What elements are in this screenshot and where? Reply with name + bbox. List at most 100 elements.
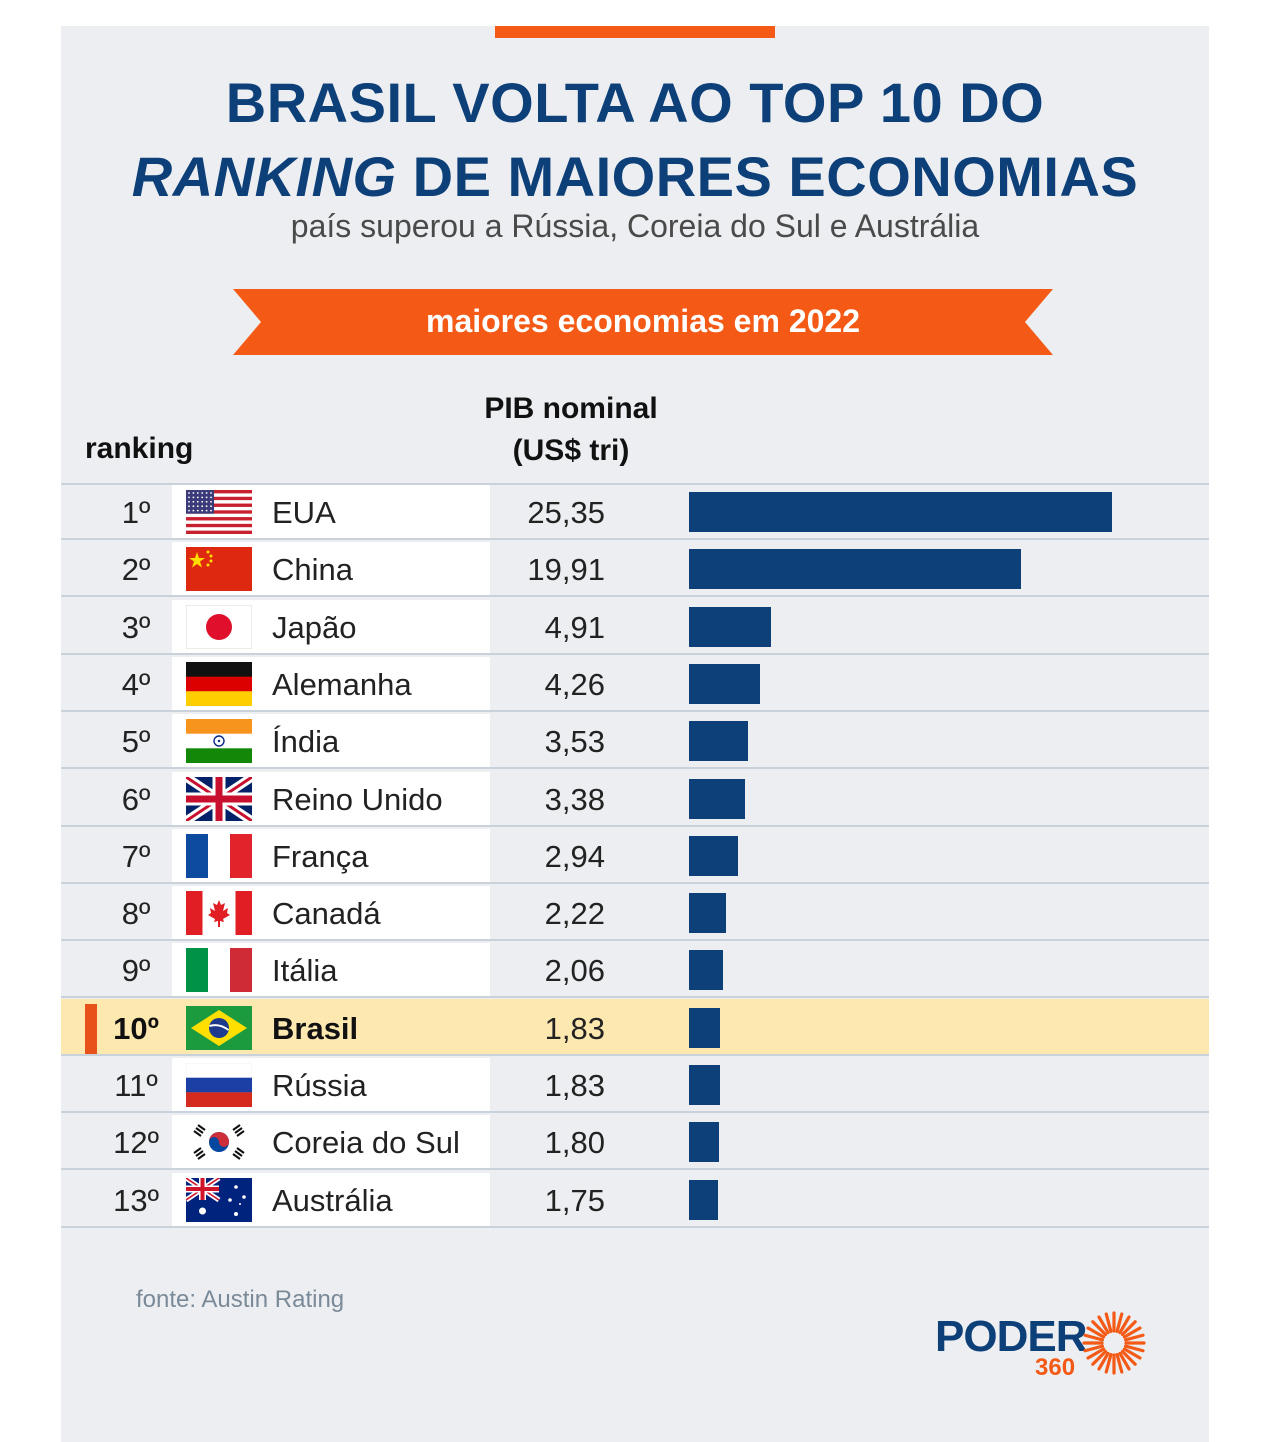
pib-value: 4,91 bbox=[544, 609, 605, 645]
row-divider bbox=[61, 1111, 1209, 1113]
row-divider bbox=[61, 881, 1209, 884]
ribbon-label: maiores economias em 2022 bbox=[425, 303, 860, 339]
country-name: Índia bbox=[272, 724, 340, 760]
row-divider bbox=[61, 652, 1209, 655]
rank-label: 13º bbox=[113, 1182, 159, 1218]
country-name: Coreia do Sul bbox=[272, 1125, 460, 1161]
pib-value: 19,91 bbox=[527, 552, 605, 588]
uk-flag-icon bbox=[183, 772, 255, 825]
country-name: Brasil bbox=[272, 1010, 359, 1046]
table-row: 6º Reino Unido 3,38 bbox=[61, 770, 1209, 827]
column-header-pib: PIB nominal (US$ tri) bbox=[461, 388, 681, 472]
rank-label: 9º bbox=[121, 953, 151, 989]
subtitle: país superou a Rússia, Coreia do Sul e A… bbox=[290, 208, 980, 244]
highlight-marker bbox=[85, 1003, 97, 1056]
row-divider bbox=[61, 996, 1209, 999]
title-line-2: RANKING DE MAIORES ECONOMIAS bbox=[61, 144, 1209, 209]
france-flag-icon bbox=[186, 833, 252, 878]
row-divider bbox=[61, 1225, 1209, 1228]
rank-label: 5º bbox=[121, 724, 151, 760]
south-korea-flag-icon bbox=[186, 1120, 252, 1165]
rank-label: 8º bbox=[121, 896, 151, 932]
row-divider bbox=[61, 709, 1209, 712]
row-divider bbox=[61, 1168, 1209, 1171]
china-flag-icon bbox=[186, 547, 252, 592]
pib-value: 3,53 bbox=[544, 724, 605, 760]
canada-flag-icon bbox=[186, 891, 252, 936]
sun-burst-icon bbox=[1082, 1311, 1146, 1375]
country-name: Japão bbox=[272, 609, 357, 645]
table-row: 2º China 19,91 bbox=[61, 540, 1209, 598]
table-row: 1º EUA 25,35 bbox=[61, 483, 1209, 540]
country-name: Canadá bbox=[272, 896, 381, 932]
pib-bar bbox=[689, 721, 748, 762]
table-row: 13º Austrália 1,75 bbox=[61, 1171, 1209, 1228]
russia-flag-icon bbox=[185, 1062, 253, 1107]
rank-label: 7º bbox=[121, 838, 151, 874]
section-ribbon: maiores economias em 2022 bbox=[233, 289, 1053, 355]
pib-value: 2,06 bbox=[544, 953, 605, 989]
column-header-pib-line1: PIB nominal bbox=[484, 392, 658, 425]
country-name: Itália bbox=[272, 953, 338, 989]
row-divider bbox=[61, 824, 1209, 827]
row-divider bbox=[61, 939, 1209, 942]
table-row: 3º Japão 4,91 bbox=[61, 598, 1209, 655]
pib-bar bbox=[689, 606, 771, 647]
pib-value: 2,22 bbox=[544, 896, 605, 932]
pib-value: 1,83 bbox=[544, 1068, 605, 1103]
country-name: Austrália bbox=[272, 1182, 393, 1218]
usa-flag-icon bbox=[186, 490, 252, 535]
pib-value: 25,35 bbox=[527, 495, 605, 530]
top-accent-bar bbox=[495, 26, 775, 38]
rank-label: 2º bbox=[121, 552, 151, 588]
table-row: 8º Canadá 2,22 bbox=[61, 884, 1209, 942]
country-name: França bbox=[272, 838, 369, 874]
pib-bar bbox=[689, 1179, 718, 1220]
poder360-logo: PODER 360 bbox=[935, 1306, 1155, 1386]
pib-bar bbox=[689, 835, 738, 876]
pib-bar bbox=[689, 950, 723, 991]
italy-flag-icon bbox=[186, 948, 252, 993]
pib-bar bbox=[689, 778, 745, 819]
country-name: EUA bbox=[272, 495, 336, 530]
country-name: Reino Unido bbox=[272, 781, 443, 817]
pib-value: 2,94 bbox=[544, 838, 605, 874]
column-header-ranking: ranking bbox=[85, 432, 194, 465]
india-flag-icon bbox=[186, 719, 252, 764]
table-row-highlighted: 10º Brasil 1,83 bbox=[61, 998, 1209, 1056]
title-italic-word: RANKING bbox=[131, 145, 397, 208]
pib-value: 1,75 bbox=[544, 1182, 605, 1218]
rank-label: 3º bbox=[121, 609, 151, 645]
pib-bar bbox=[689, 893, 726, 934]
column-header-pib-line2: (US$ tri) bbox=[512, 434, 630, 467]
row-divider bbox=[61, 538, 1209, 540]
source-note: fonte: Austin Rating bbox=[136, 1286, 345, 1313]
rank-label: 11º bbox=[114, 1068, 158, 1103]
japan-flag-icon bbox=[185, 604, 253, 650]
pib-bar bbox=[689, 1065, 720, 1105]
row-divider bbox=[61, 767, 1209, 770]
rank-label: 1º bbox=[121, 495, 151, 530]
australia-flag-icon bbox=[184, 1175, 252, 1222]
table-row: 9º Itália 2,06 bbox=[61, 941, 1209, 999]
germany-flag-icon bbox=[186, 661, 252, 706]
logo-word: PODER bbox=[935, 1312, 1087, 1361]
ribbon-shape bbox=[233, 289, 1053, 355]
title-line-1: BRASIL VOLTA AO TOP 10 DO bbox=[225, 71, 1045, 134]
infographic-card: BRASIL VOLTA AO TOP 10 DO RANKING DE MAI… bbox=[61, 26, 1209, 1442]
rank-label: 12º bbox=[113, 1125, 159, 1161]
table-row: 5º Índia 3,53 bbox=[61, 712, 1209, 770]
pib-value: 1,80 bbox=[544, 1125, 605, 1161]
title-line-2-rest: DE MAIORES ECONOMIAS bbox=[396, 145, 1139, 208]
pib-bar bbox=[689, 663, 760, 704]
table-row: 7º França 2,94 bbox=[61, 827, 1209, 884]
row-divider bbox=[61, 483, 1209, 485]
pib-value: 4,26 bbox=[544, 666, 605, 702]
logo-number: 360 bbox=[1035, 1354, 1076, 1381]
pib-bar bbox=[689, 1122, 719, 1163]
rank-label: 6º bbox=[121, 781, 151, 817]
table-row: 4º Alemanha 4,26 bbox=[61, 655, 1209, 712]
pib-value: 3,38 bbox=[544, 781, 605, 817]
country-name: Alemanha bbox=[272, 666, 412, 702]
rank-label: 4º bbox=[121, 666, 151, 702]
